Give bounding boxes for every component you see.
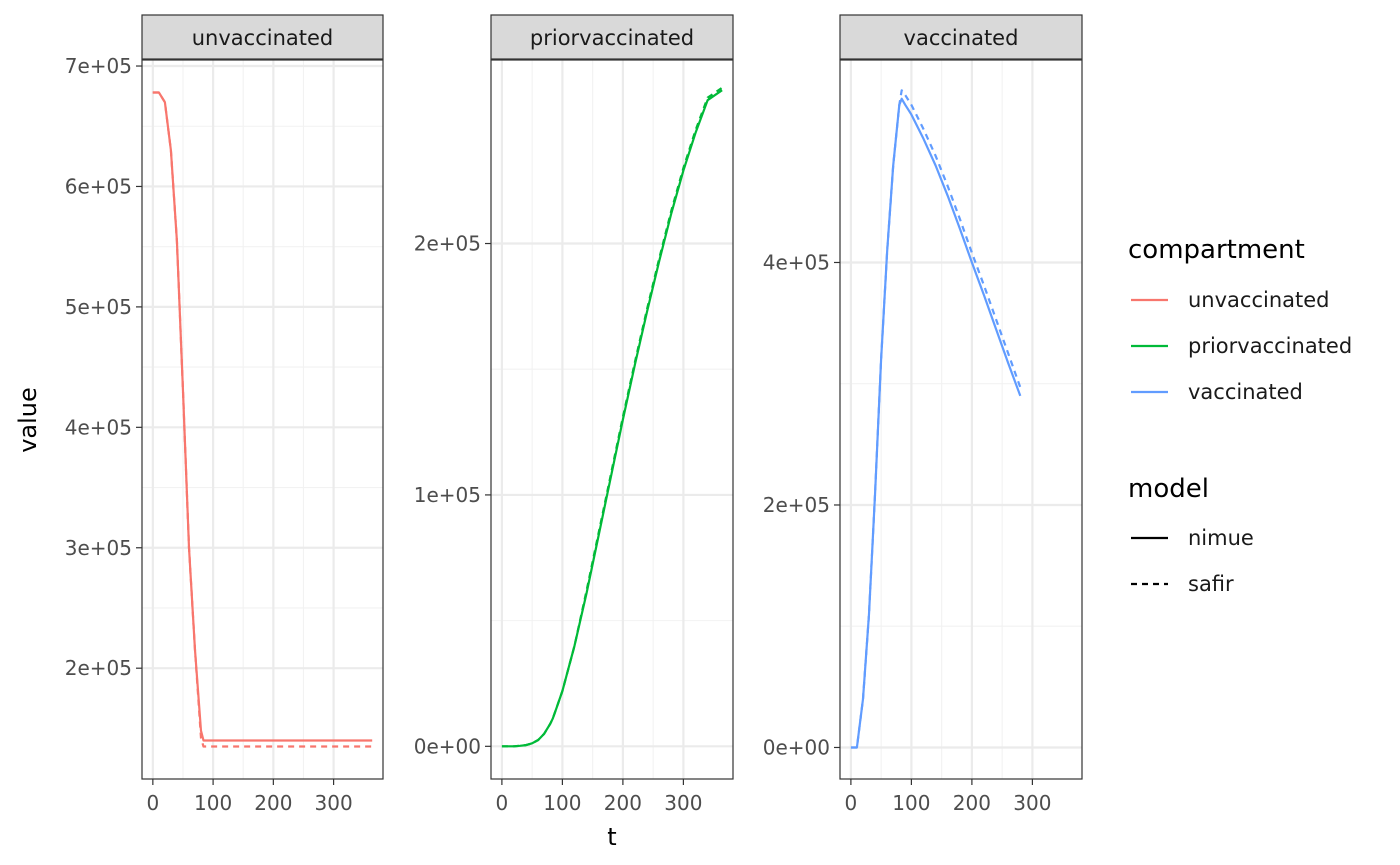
x-axis-title: t [607,823,616,851]
legend-label-priorvaccinated: priorvaccinated [1188,334,1352,358]
y-tick-label: 6e+05 [65,174,132,198]
panel-border [490,59,734,780]
x-tick-label: 300 [1013,791,1051,815]
y-axis-title: value [14,387,42,453]
legend-label-unvaccinated: unvaccinated [1188,288,1330,312]
series-line-vaccinated-safir [850,89,1022,749]
x-tick-label: 300 [664,791,702,815]
x-tick-label: 300 [315,791,353,815]
y-tick-label: 2e+05 [763,493,830,517]
facet-strip-label: vaccinated [904,26,1019,50]
facet-strip-label: unvaccinated [192,26,334,50]
y-tick-label: 5e+05 [65,295,132,319]
panel-border [141,59,384,780]
panel-border [839,59,1083,780]
y-tick-label: 4e+05 [763,250,830,274]
y-tick-label: 0e+00 [414,734,481,758]
x-tick-label: 200 [953,791,991,815]
legend-label-vaccinated: vaccinated [1188,380,1303,404]
y-tick-label: 4e+05 [65,415,132,439]
legend-title-model: model [1128,474,1209,504]
y-tick-label: 1e+05 [414,483,481,507]
panel-background [142,60,383,779]
panel-background [491,60,733,779]
x-tick-label: 100 [194,791,232,815]
legend-title-compartment: compartment [1128,235,1305,265]
legend-label-safir: safir [1188,572,1234,596]
series-line-priorvaccinated-safir [501,86,723,748]
x-tick-label: 0 [845,791,858,815]
series-line-unvaccinated-safir [152,91,373,748]
x-tick-label: 0 [146,791,159,815]
x-tick-label: 200 [604,791,642,815]
facet-strip [141,14,384,60]
y-tick-label: 2e+05 [414,232,481,256]
x-tick-label: 200 [254,791,292,815]
x-tick-label: 0 [496,791,509,815]
y-tick-label: 7e+05 [65,54,132,78]
facet-strip [490,14,734,60]
facet-strip [839,14,1083,60]
panel-background [840,60,1082,779]
y-tick-label: 3e+05 [65,536,132,560]
legend-label-nimue: nimue [1188,526,1254,550]
y-tick-label: 2e+05 [65,656,132,680]
y-tick-label: 0e+00 [763,735,830,759]
x-tick-label: 100 [543,791,581,815]
x-tick-label: 100 [892,791,930,815]
facet-strip-label: priorvaccinated [530,26,694,50]
